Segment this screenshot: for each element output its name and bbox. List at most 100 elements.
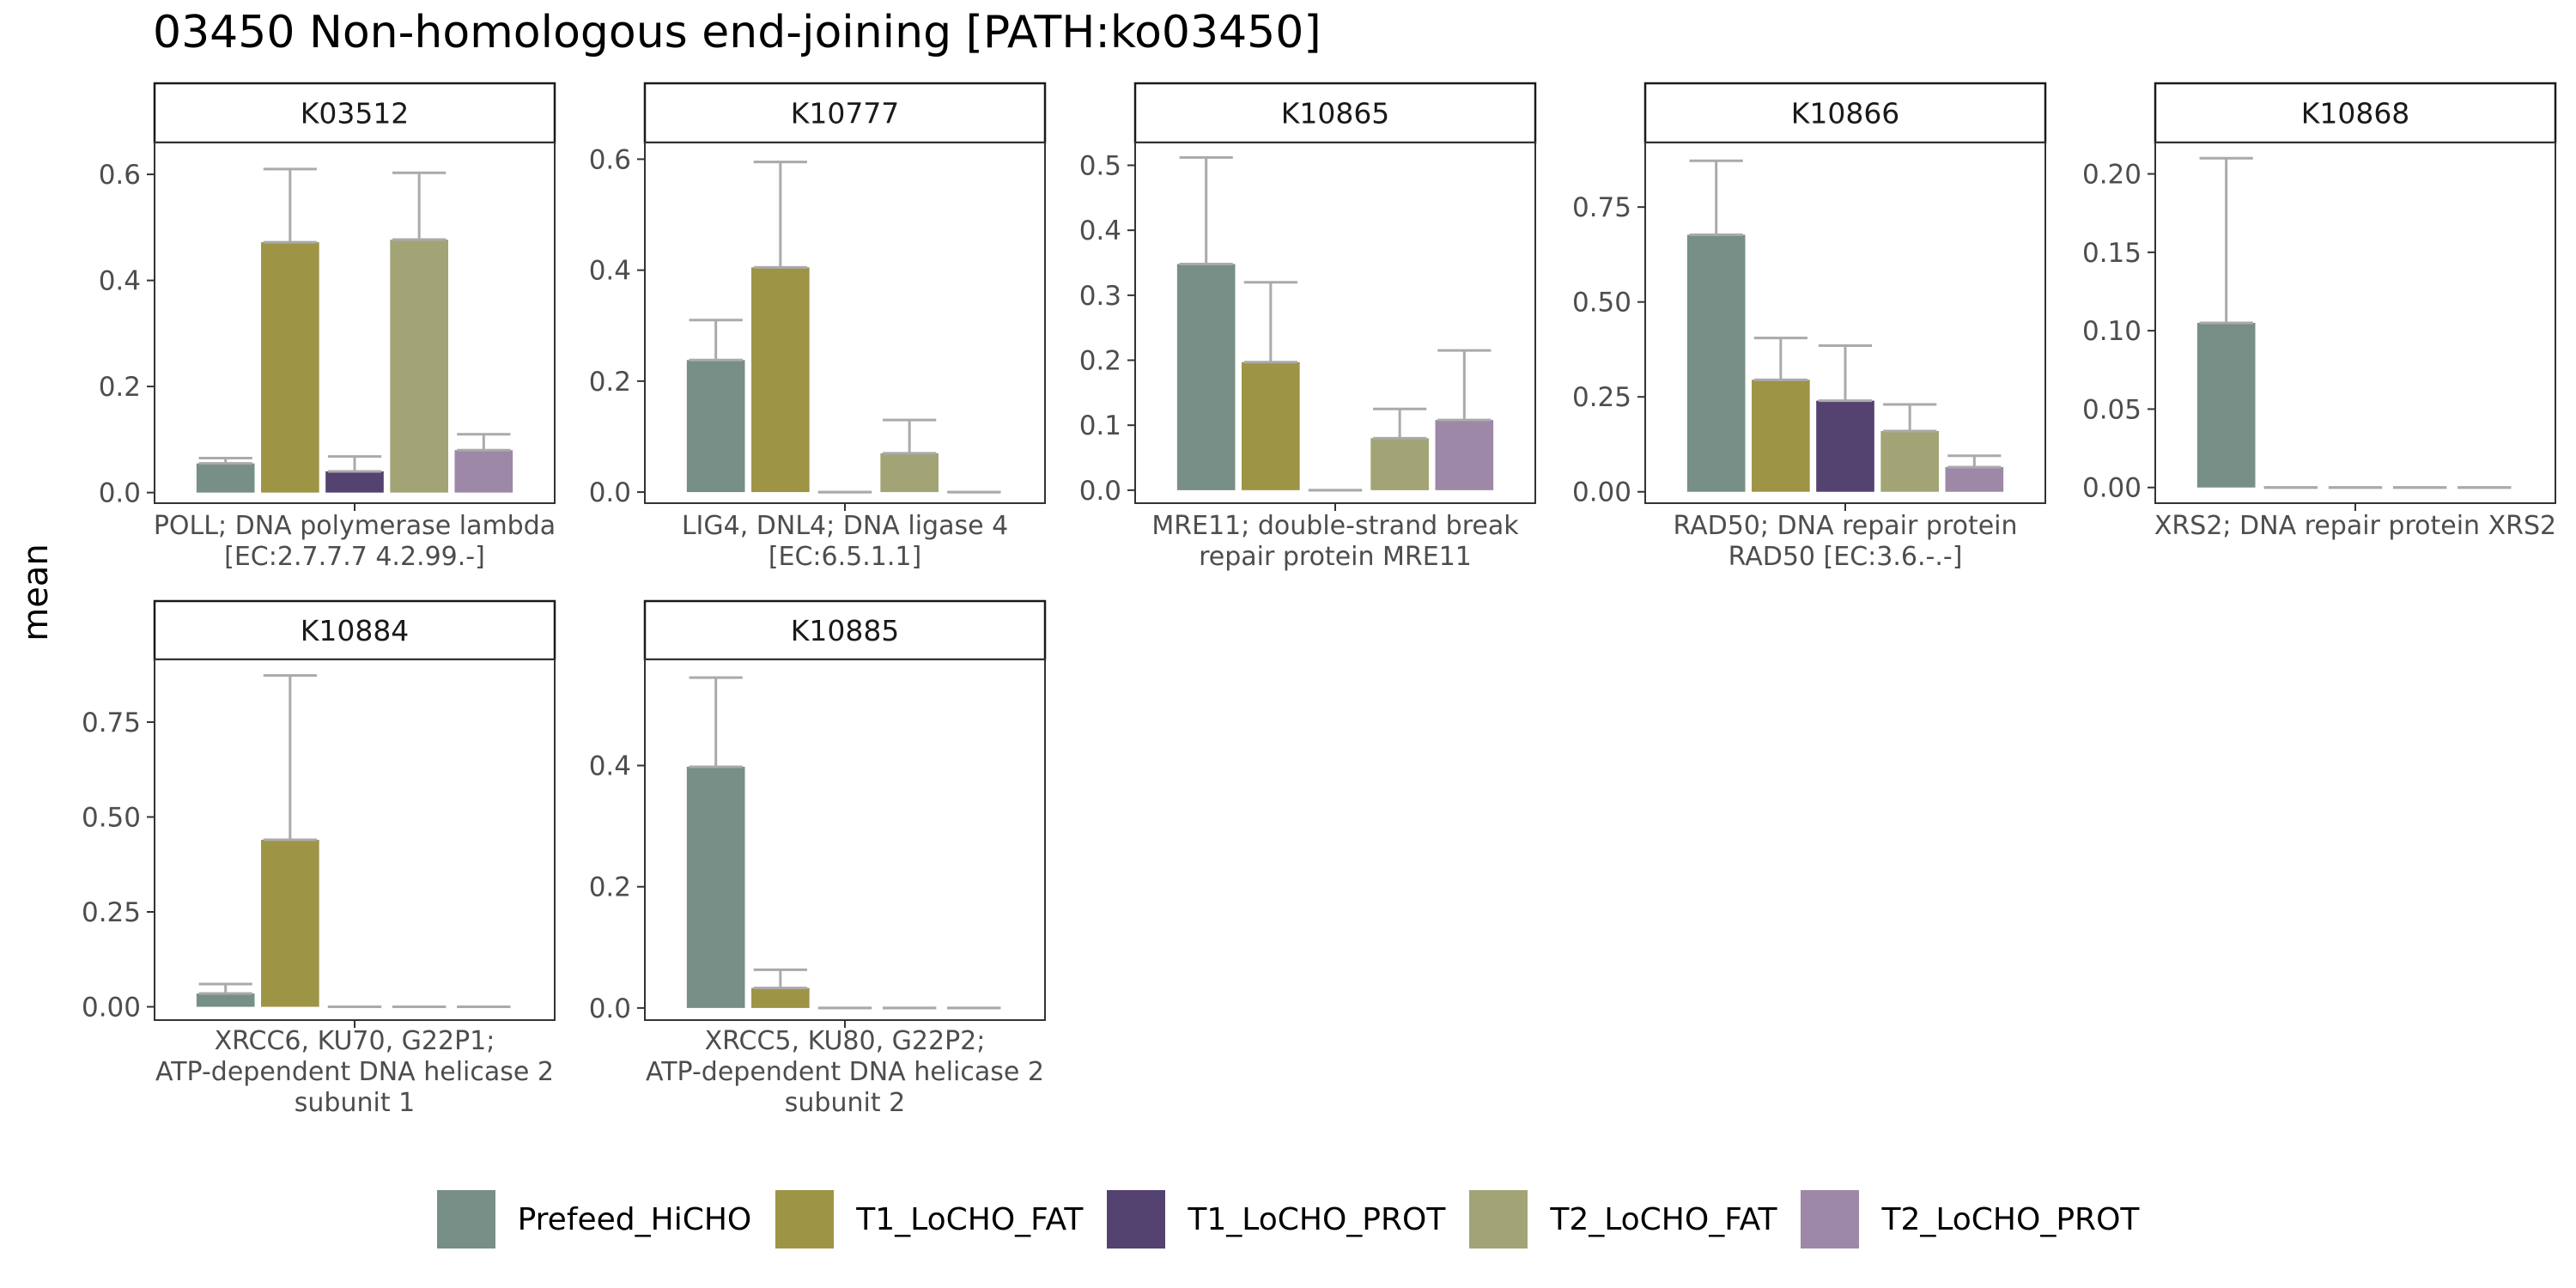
legend-swatch [1801,1190,1860,1249]
strip-box [153,599,556,661]
y-tick-label: 0.00 [2082,473,2142,504]
x-tick-label-line: MRE11; double-strand break [1151,511,1519,541]
y-tick-label: 0.0 [1079,476,1121,507]
bar-t1-locho-fat [1242,361,1300,490]
strip-label: K10885 [791,614,900,647]
faceted-bar-chart: mean K03512 0.0 0.2 0.4 0.6 POLL; DNA polymera… [16,82,2557,1118]
bar-t1-locho-fat [261,840,319,1007]
x-tick-label: RAD50; DNA repair protein RAD50 [EC:3.6.-… [1673,511,2017,572]
legend-label: Prefeed_HiCHO [517,1201,752,1237]
y-tick-label: 0.2 [99,372,141,403]
y-tick-label: 0.0 [589,477,631,508]
x-tick-label-line: XRCC5, KU80, G22P2; [705,1026,986,1056]
y-tick-label: 0.6 [99,160,141,191]
bar-prefeed-hicho [196,463,255,493]
x-tick-label-line: ATP-dependent DNA helicase 2 [646,1057,1044,1087]
y-tick-label: 0.75 [82,708,141,738]
y-tick-label: 0.50 [1572,288,1631,319]
bar-prefeed-hicho [1176,264,1236,490]
bar-t2-locho-fat [880,453,939,493]
x-tick-label-line: [EC:6.5.1.1] [769,542,921,572]
strip-label: K03512 [301,97,410,131]
legend-item: T1_LoCHO_PROT [1107,1190,1445,1249]
facet-panel-k03512: K03512 0.0 0.2 0.4 0.6 POLL; DNA polymerase l… [99,82,556,572]
x-tick-label-line: subunit 1 [295,1088,415,1118]
x-tick-label-line: POLL; DNA polymerase lambda [154,511,556,541]
x-tick-label-line: RAD50; DNA repair protein [1673,511,2017,541]
facet-panel-k10865: K10865 0.0 0.1 0.2 0.3 0.4 0.5 MRE11; double-st… [1079,82,1537,572]
y-tick-label: 0.2 [1079,346,1121,377]
legend-swatch [1107,1190,1166,1249]
bar-prefeed-hicho [686,766,745,1008]
bar-t1-locho-fat [751,267,810,493]
bar-t1-locho-fat [751,987,810,1008]
x-tick-label: MRE11; double-strand break repair protein… [1151,511,1519,572]
x-tick-label-line: XRS2; DNA repair protein XRS2 [2154,511,2556,541]
facet-panel-k10885: K10885 0.0 0.2 0.4 XRCC5, KU80, G22P2; ATP-de… [589,599,1047,1118]
legend-item: T1_LoCHO_FAT [775,1190,1083,1249]
bar-t1-locho-prot [1816,400,1874,492]
strip-label: K10866 [1791,97,1900,131]
facet-panel-k10777: K10777 0.0 0.2 0.4 0.6 LIG4, DNL4; DNA ligase… [589,82,1047,572]
legend-label: T2_LoCHO_FAT [1550,1201,1777,1237]
legend-swatch [436,1190,495,1249]
y-tick-label: 0.4 [99,266,141,297]
strip-label: K10777 [791,97,900,131]
x-tick-label: XRCC5, KU80, G22P2; ATP-dependent DNA hel… [646,1026,1044,1118]
strip-box [643,599,1047,661]
legend-label: T2_LoCHO_PROT [1881,1201,2140,1237]
chart-title: 03450 Non-homologous end-joining [PATH:k… [153,7,1321,58]
y-tick-label: 0.15 [2082,238,2142,269]
legend-swatch [775,1190,835,1249]
bar-prefeed-hicho [1686,234,1746,492]
y-tick-label: 0.1 [1079,410,1121,441]
y-tick-label: 0.0 [589,993,631,1024]
y-axis-title: mean [16,544,56,641]
facet-panel-k10868: K10868 0.00 0.05 0.10 0.15 0.20 XRS2; DNA repa… [2082,82,2557,541]
y-tick-label: 0.00 [82,993,141,1024]
strip-box [2154,82,2557,144]
legend: Prefeed_HiCHO T1_LoCHO_FAT T1_LoCHO_PROT T2… [0,1185,2576,1254]
facet-panel-k10866: K10866 0.00 0.25 0.50 0.75 RAD50; DNA repair … [1572,82,2047,572]
x-tick-label-line: RAD50 [EC:3.6.-.-] [1728,542,1963,572]
strip-label: K10865 [1281,97,1390,131]
y-tick-label: 0.0 [99,478,141,509]
y-tick-label: 0.6 [589,144,631,175]
x-tick-label: POLL; DNA polymerase lambda [EC:2.7.7.7 4… [154,511,556,572]
legend-label: T1_LoCHO_PROT [1188,1201,1446,1237]
bar-t2-locho-fat [1370,438,1429,490]
x-tick-label: XRCC6, KU70, G22P1; ATP-dependent DNA hel… [155,1026,554,1118]
legend-item: T2_LoCHO_FAT [1469,1190,1777,1249]
y-tick-label: 0.4 [589,256,631,287]
x-tick-label: LIG4, DNL4; DNA ligase 4 [EC:6.5.1.1] [682,511,1008,572]
x-tick-label: XRS2; DNA repair protein XRS2 [2154,511,2556,541]
bar-t2-locho-fat [1880,431,1939,492]
y-tick-label: 0.05 [2082,394,2142,425]
y-tick-label: 0.25 [82,897,141,928]
bar-t2-locho-prot [454,450,513,493]
x-tick-label-line: subunit 2 [785,1088,905,1118]
y-tick-label: 0.3 [1079,281,1121,312]
bar-t1-locho-prot [325,471,384,493]
strip-label: K10868 [2301,97,2410,131]
y-tick-label: 0.00 [1572,477,1631,508]
y-tick-label: 0.50 [82,802,141,833]
y-tick-label: 0.2 [589,872,631,903]
bar-t2-locho-prot [1945,467,2004,492]
strip-box [643,82,1047,144]
x-tick-label-line: [EC:2.7.7.7 4.2.99.-] [224,542,485,572]
legend-label: T1_LoCHO_FAT [856,1201,1084,1237]
y-tick-label: 0.75 [1572,192,1631,223]
strip-box [1643,82,2047,144]
y-tick-label: 0.2 [589,367,631,398]
bar-prefeed-hicho [2196,323,2256,488]
facet-panel-k10884: K10884 0.00 0.25 0.50 0.75 XRCC6, KU70, G22P1… [82,599,556,1118]
x-tick-label-line: repair protein MRE11 [1199,542,1472,572]
y-tick-label: 0.25 [1572,382,1631,413]
y-tick-label: 0.4 [589,751,631,782]
legend-item: Prefeed_HiCHO [436,1190,752,1249]
bar-t1-locho-fat [261,242,319,493]
bar-t1-locho-fat [1752,380,1810,492]
x-tick-label-line: XRCC6, KU70, G22P1; [215,1026,495,1056]
bar-prefeed-hicho [686,360,745,493]
